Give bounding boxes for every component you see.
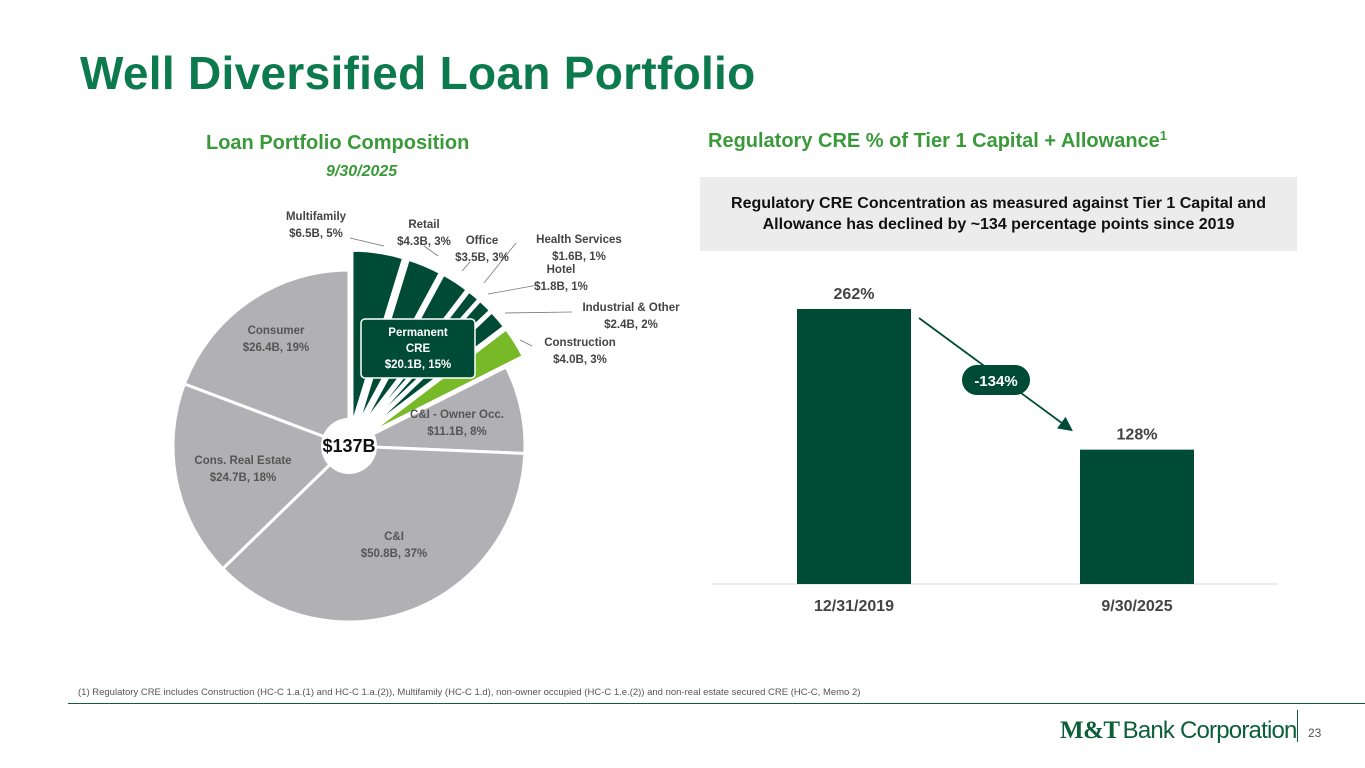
pie-value-multifamily: $6.5B, 5%	[289, 228, 343, 240]
pie-label-health-services: Health Services	[536, 234, 622, 246]
loan-portfolio-pie-chart: $137B Permanent CRE $20.1B, 15% Multifam…	[171, 211, 680, 624]
pie-value-construction: $4.0B, 3%	[553, 354, 607, 366]
pie-label-construction: Construction	[544, 337, 616, 349]
pie-label-retail: Retail	[408, 219, 439, 231]
page-number: 23	[1308, 726, 1322, 740]
permanent-cre-badge: Permanent CRE $20.1B, 15%	[360, 318, 476, 379]
bar-chart-title: Regulatory CRE % of Tier 1 Capital + All…	[708, 128, 1168, 153]
pie-leader-retail	[423, 245, 439, 257]
mt-bank-logo: M&T Bank Corporation	[1060, 714, 1297, 748]
footer-rule	[68, 703, 1365, 704]
pie-center-total: $137B	[322, 436, 375, 456]
change-badge-label: -134%	[974, 373, 1017, 390]
change-badge	[962, 365, 1030, 395]
pie-leader-hotel	[487, 284, 539, 295]
pie-leader-industrial-and-other	[504, 311, 573, 314]
logo-separator	[1297, 710, 1298, 742]
pie-chart-date: 9/30/2025	[326, 163, 398, 180]
pie-value-consumer: $26.4B, 19%	[243, 342, 310, 354]
permanent-cre-label-3: $20.1B, 15%	[385, 359, 452, 371]
bar-value-label-9-30-2025: 128%	[1117, 427, 1158, 444]
pie-slice-candi-owner-occ	[347, 365, 527, 455]
regulatory-cre-bar-chart: 262% 12/31/2019 128% 9/30/2025 -134%	[712, 286, 1278, 615]
pie-leader-multifamily	[349, 237, 385, 247]
logo-mark: M&T	[1060, 717, 1120, 744]
pie-slice-candi	[221, 444, 527, 624]
pie-leader-health-services	[483, 242, 517, 284]
pie-slice-consumer	[182, 268, 351, 448]
bar-12-31-2019	[797, 309, 911, 584]
page-title: Well Diversified Loan Portfolio	[80, 47, 756, 99]
cre-callout-box: Regulatory CRE Concentration as measured…	[700, 177, 1297, 251]
pie-label-consumer: Consumer	[248, 325, 305, 337]
pie-leader-construction	[519, 339, 533, 347]
pie-center-hole	[321, 418, 377, 474]
pie-label-industrial-and-other: Industrial & Other	[582, 302, 680, 314]
bar-value-label-12-31-2019: 262%	[834, 286, 875, 303]
pie-value-health-services: $1.6B, 1%	[552, 251, 606, 263]
pie-value-industrial-and-other: $2.4B, 2%	[604, 319, 658, 331]
pie-value-office: $3.5B, 3%	[455, 252, 509, 264]
pie-label-hotel: Hotel	[547, 264, 576, 276]
pie-label-multifamily: Multifamily	[286, 211, 347, 223]
pie-value-hotel: $1.8B, 1%	[534, 281, 588, 293]
bar-category-label-12-31-2019: 12/31/2019	[814, 598, 894, 615]
pie-label-cons-real-estate: Cons. Real Estate	[194, 455, 291, 467]
pie-value-candi-owner-occ: $11.1B, 8%	[427, 426, 486, 438]
pie-value-cons-real-estate: $24.7B, 18%	[210, 472, 277, 484]
permanent-cre-label-1: Permanent	[388, 327, 448, 339]
bar-category-label-9-30-2025: 9/30/2025	[1101, 598, 1172, 615]
pie-label-candi: C&I	[384, 531, 404, 543]
pie-chart-title: Loan Portfolio Composition	[206, 132, 470, 154]
pie-label-candi-owner-occ: C&I - Owner Occ.	[410, 409, 504, 421]
pie-leader-office	[461, 261, 471, 272]
pie-label-office: Office	[466, 235, 499, 247]
footnote: (1) Regulatory CRE includes Construction…	[78, 687, 861, 698]
pie-value-candi: $50.8B, 37%	[361, 548, 428, 560]
bar-9-30-2025	[1080, 449, 1194, 584]
pie-slice-construction	[364, 327, 525, 437]
footnote-marker: 1	[1159, 128, 1168, 143]
pie-value-retail: $4.3B, 3%	[397, 236, 451, 248]
bar-chart-title-text: Regulatory CRE % of Tier 1 Capital + All…	[708, 130, 1160, 152]
logo-wordmark: Bank Corporation	[1122, 717, 1298, 744]
permanent-cre-label-2: CRE	[406, 343, 431, 355]
